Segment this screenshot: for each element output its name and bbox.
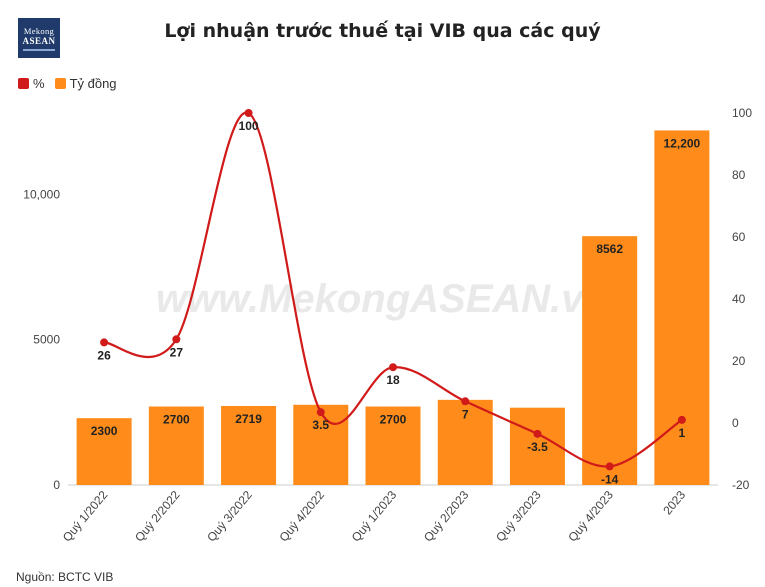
logo-line-2: ASEAN: [22, 36, 56, 46]
bar-value-label: 8562: [596, 242, 623, 256]
y-right-tick-label: 80: [732, 168, 746, 182]
y-right-tick-label: -20: [732, 478, 750, 492]
bar: [437, 399, 493, 485]
y-left-tick-label: 5000: [33, 333, 60, 347]
line-value-label: 27: [170, 345, 184, 359]
x-tick-label: Quý 2/2022: [132, 488, 183, 545]
percent-line: [103, 111, 683, 468]
bar: [509, 407, 565, 485]
bar: [148, 406, 204, 485]
percent-point: [389, 363, 397, 372]
bar: [76, 418, 132, 485]
line-value-label: 26: [97, 348, 111, 362]
percent-point: [461, 397, 470, 406]
percent-point: [677, 415, 686, 424]
y-right-tick-label: 0: [732, 416, 739, 430]
legend-item-percent[interactable]: %: [18, 76, 45, 91]
y-right-tick-label: 60: [732, 230, 746, 244]
bar: [293, 404, 349, 485]
y-right-tick-label: 100: [732, 106, 752, 120]
x-tick-label: Quý 2/2023: [421, 488, 472, 545]
watermark: www.MekongASEAN.vn: [156, 277, 608, 321]
bar-value-label: 2719: [235, 412, 262, 426]
percent-point: [244, 109, 253, 117]
percent-point: [100, 338, 109, 347]
y-left-tick-label: 0: [53, 478, 60, 492]
y-right-tick-label: 20: [732, 354, 746, 368]
bar: [365, 406, 421, 485]
x-tick-label: Quý 1/2022: [60, 488, 111, 545]
mekongasean-logo: Mekong ASEAN: [18, 18, 60, 58]
line-value-label: 3.5: [312, 418, 329, 432]
legend-label-percent: %: [33, 76, 45, 91]
percent-point: [172, 335, 181, 344]
x-tick-label: Quý 3/2023: [493, 488, 544, 545]
legend-swatch-percent: [18, 78, 29, 89]
logo-rule: [23, 49, 55, 51]
bar-value-label: 2700: [380, 413, 407, 427]
x-tick-label: 2023: [660, 488, 688, 518]
line-value-label: -14: [601, 472, 619, 486]
line-value-label: 1: [679, 426, 686, 440]
logo-line-1: Mekong: [23, 26, 55, 36]
bar: [221, 405, 277, 485]
x-tick-label: Quý 1/2023: [349, 488, 400, 545]
bar: [654, 130, 710, 485]
line-value-label: 7: [462, 407, 469, 421]
line-value-label: 100: [239, 119, 259, 133]
y-right-tick-label: 40: [732, 292, 746, 306]
chart-legend: % Tỷ đồng: [18, 76, 127, 91]
legend-swatch-billion-vnd: [54, 78, 66, 89]
bar-value-label: 12,200: [664, 136, 701, 150]
bar-value-label: 2700: [163, 413, 190, 427]
chart-title: Lợi nhuận trước thuế tại VIB qua các quý: [164, 20, 601, 42]
x-tick-label: Quý 4/2023: [565, 488, 616, 545]
bar: [582, 236, 638, 485]
x-tick-label: Quý 4/2022: [276, 488, 327, 545]
line-value-label: 18: [386, 373, 400, 387]
source-note: Nguồn: BCTC VIB: [16, 570, 114, 584]
percent-point: [533, 429, 542, 438]
line-value-label: -3.5: [527, 440, 548, 454]
percent-point: [316, 408, 325, 417]
bar-value-label: 2300: [91, 424, 118, 438]
y-left-tick-label: 10,000: [23, 187, 60, 201]
percent-point: [605, 462, 614, 471]
legend-item-billion-vnd[interactable]: Tỷ đồng: [54, 76, 117, 91]
x-tick-label: Quý 3/2022: [204, 488, 255, 545]
legend-label-billion-vnd: Tỷ đồng: [69, 76, 117, 91]
